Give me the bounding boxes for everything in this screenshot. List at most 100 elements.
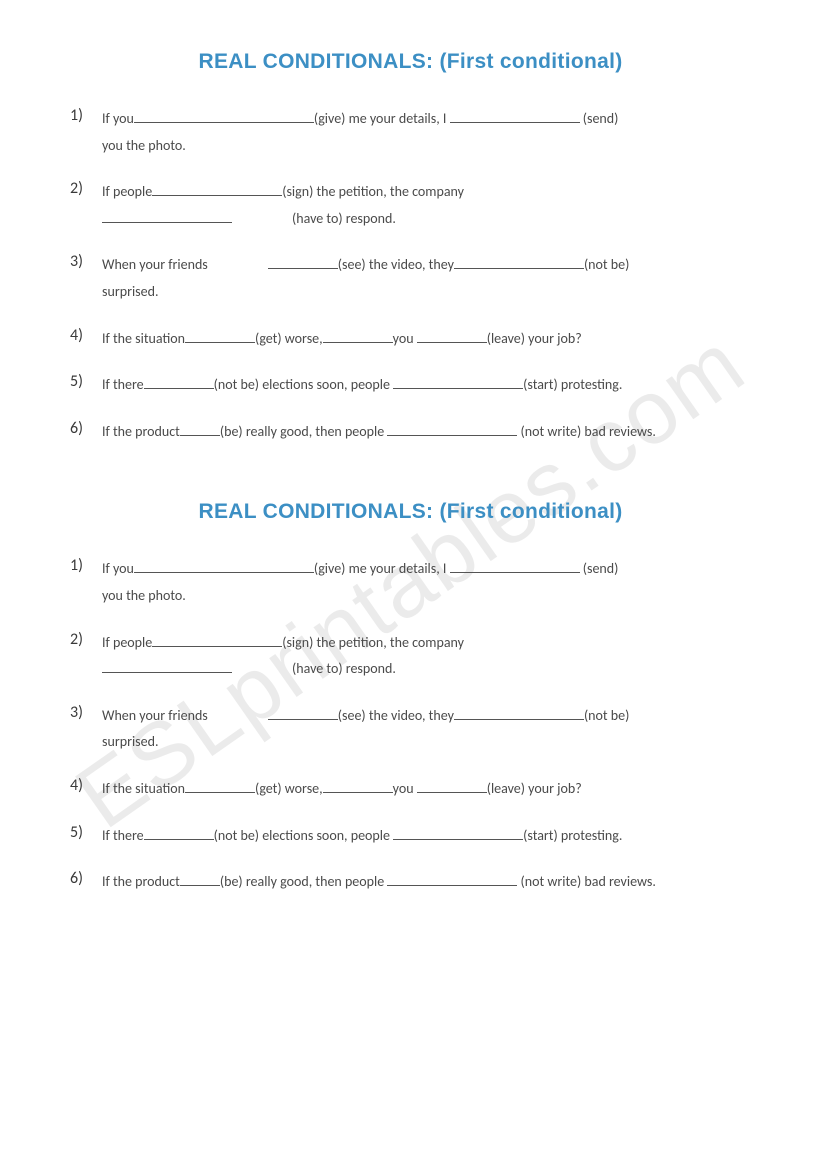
hint: (start) — [523, 376, 558, 393]
question-item: 3) When your friends(see) the video, the… — [70, 703, 751, 756]
text: you — [393, 780, 417, 797]
item-text: If there(not be) elections soon, people … — [102, 372, 751, 399]
blank[interactable] — [152, 634, 282, 647]
blank[interactable] — [450, 561, 580, 574]
item-text: If you (give) me your details, I (send) yo… — [102, 556, 751, 609]
hint: (leave) — [487, 330, 525, 347]
blank[interactable] — [268, 707, 338, 720]
item-text: If the product(be) really good, then peo… — [102, 419, 751, 446]
blank[interactable] — [450, 110, 580, 123]
text: bad reviews. — [581, 873, 656, 890]
blank[interactable] — [185, 330, 255, 343]
hint: (not write) — [521, 873, 582, 890]
text: me your details, I — [345, 110, 449, 127]
text: me your details, I — [345, 560, 449, 577]
item-number: 3) — [70, 252, 102, 305]
blank[interactable] — [134, 110, 314, 123]
item-text: If there(not be) elections soon, people … — [102, 823, 751, 850]
blank[interactable] — [185, 780, 255, 793]
text: If the situation — [102, 780, 185, 797]
blank[interactable] — [152, 184, 282, 197]
item-number: 4) — [70, 776, 102, 803]
hint: (have to) — [292, 210, 343, 227]
hint: (have to) — [292, 660, 343, 677]
question-item: 6) If the product(be) really good, then … — [70, 419, 751, 446]
blank[interactable] — [387, 874, 517, 887]
blank[interactable] — [393, 377, 523, 390]
hint: (give) — [314, 110, 346, 127]
blank[interactable] — [134, 561, 314, 574]
question-item: 5) If there(not be) elections soon, peop… — [70, 372, 751, 399]
question-item: 1) If you(give) me your details, I (send… — [70, 106, 751, 159]
question-item: 5) If there(not be) elections soon, peop… — [70, 823, 751, 850]
blank[interactable] — [180, 874, 220, 887]
text: If you — [102, 560, 134, 577]
hint: (be) — [220, 873, 243, 890]
text: If people — [102, 634, 152, 651]
item-number: 6) — [70, 869, 102, 896]
text: If the situation — [102, 330, 185, 347]
blank[interactable] — [417, 780, 487, 793]
text: protesting. — [558, 376, 623, 393]
hint: (send) — [583, 560, 619, 577]
text: your job? — [525, 330, 582, 347]
blank[interactable] — [387, 423, 517, 436]
question-item: 1) If you(give) me your details, I (send… — [70, 556, 751, 609]
blank[interactable] — [268, 257, 338, 270]
blank[interactable] — [454, 707, 584, 720]
text: If the product — [102, 873, 180, 890]
blank[interactable] — [102, 661, 232, 674]
hint: (give) — [314, 560, 346, 577]
document-content: REAL CONDITIONALS: (First conditional) 1… — [70, 50, 751, 896]
blank[interactable] — [144, 827, 214, 840]
text: When your friends — [102, 707, 208, 724]
text: you the photo. — [102, 587, 186, 604]
blank[interactable] — [417, 330, 487, 343]
hint: (send) — [583, 110, 619, 127]
section-title: REAL CONDITIONALS: (First conditional) — [70, 50, 751, 74]
text: If there — [102, 376, 144, 393]
item-number: 3) — [70, 703, 102, 756]
text: surprised. — [102, 733, 159, 750]
hint: (sign) — [282, 634, 313, 651]
question-item: 2) If people(sign) the petition, the com… — [70, 630, 751, 683]
item-text: When your friends(see) the video, they(n… — [102, 703, 751, 756]
hint: (not be) — [584, 707, 629, 724]
text: really good, then people — [243, 423, 388, 440]
blank[interactable] — [393, 827, 523, 840]
blank[interactable] — [323, 780, 393, 793]
text: If people — [102, 183, 152, 200]
text: respond. — [343, 660, 396, 677]
item-number: 5) — [70, 823, 102, 850]
section-title: REAL CONDITIONALS: (First conditional) — [70, 500, 751, 524]
text: If there — [102, 827, 144, 844]
text: the petition, the company — [313, 634, 464, 651]
text: If the product — [102, 423, 180, 440]
blank[interactable] — [323, 330, 393, 343]
question-item: 2) If people(sign) the petition, the com… — [70, 179, 751, 232]
blank[interactable] — [454, 257, 584, 270]
hint: (start) — [523, 827, 558, 844]
hint: (not be) — [214, 376, 259, 393]
hint: (leave) — [487, 780, 525, 797]
hint: (get) — [255, 330, 282, 347]
item-text: If people(sign) the petition, the compan… — [102, 179, 751, 232]
hint: (not be) — [214, 827, 259, 844]
question-item: 3) When your friends(see) the video, the… — [70, 252, 751, 305]
item-text: When your friends(see) the video, they(n… — [102, 252, 751, 305]
blank[interactable] — [144, 377, 214, 390]
blank[interactable] — [180, 423, 220, 436]
text: surprised. — [102, 283, 159, 300]
worksheet-section: REAL CONDITIONALS: (First conditional) 1… — [70, 500, 751, 895]
text: elections soon, people — [259, 376, 393, 393]
hint: (get) — [255, 780, 282, 797]
text: bad reviews. — [581, 423, 656, 440]
question-item: 4) If the situation(get) worse,you (leav… — [70, 326, 751, 353]
text: respond. — [343, 210, 396, 227]
item-text: If the product(be) really good, then peo… — [102, 869, 751, 896]
question-item: 6) If the product(be) really good, then … — [70, 869, 751, 896]
hint: (not write) — [521, 423, 582, 440]
text: you the photo. — [102, 137, 186, 154]
hint: (not be) — [584, 256, 629, 273]
blank[interactable] — [102, 210, 232, 223]
